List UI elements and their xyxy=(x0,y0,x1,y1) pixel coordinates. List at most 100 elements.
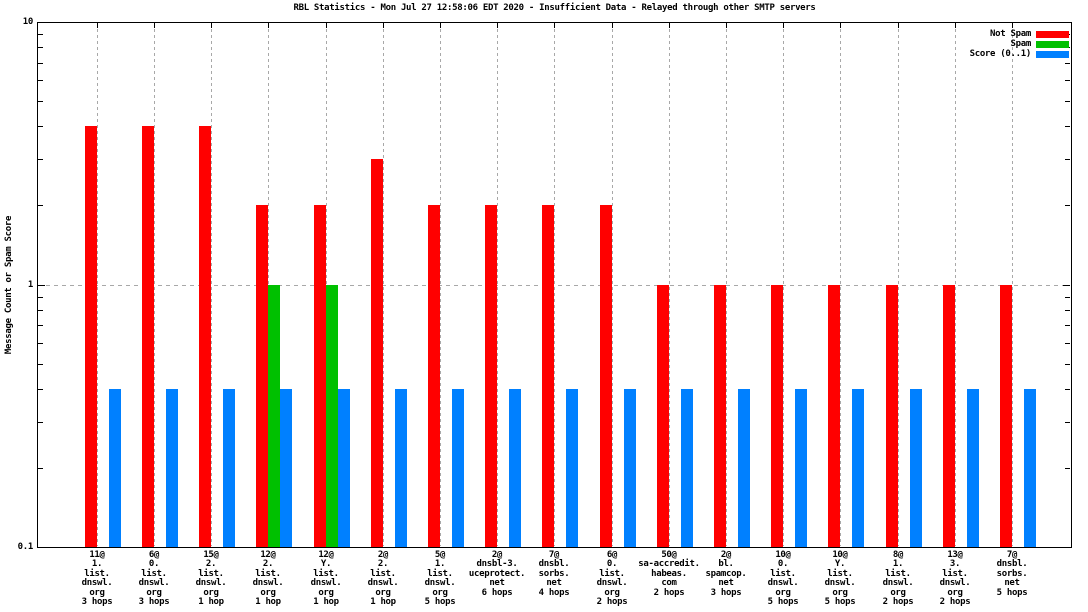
x-axis-tick xyxy=(726,23,727,28)
gridline-group-center xyxy=(440,23,441,546)
x-axis-label: 50@ sa-accredit. habeas. com 2 hops xyxy=(638,550,700,598)
y-tick-label: 0.1 xyxy=(17,542,34,552)
gridline-group-center xyxy=(211,23,212,546)
x-axis-tick xyxy=(211,23,212,28)
gridline-group-center xyxy=(898,23,899,546)
x-axis-label: 2@ bl. spamcop. net 3 hops xyxy=(705,550,747,598)
x-axis-tick xyxy=(154,23,155,28)
y-axis-major-tick xyxy=(1063,285,1070,286)
bar-score xyxy=(681,389,693,547)
gridline-group-center xyxy=(669,23,670,546)
bar-not-spam xyxy=(600,205,612,547)
y-axis-major-tick xyxy=(38,285,45,286)
bar-score xyxy=(738,389,750,547)
y-axis-minor-tick xyxy=(1065,389,1070,390)
y-axis-minor-tick xyxy=(38,343,43,344)
x-axis-tick xyxy=(669,23,670,28)
y-axis-minor-tick xyxy=(38,364,43,365)
x-axis-label: 10@ Y. list. dnswl. org 5 hops xyxy=(824,550,856,608)
bar-score xyxy=(395,389,407,547)
y-axis-minor-tick xyxy=(1065,205,1070,206)
x-axis-label: 2@ 2. list. dnswl. org 1 hop xyxy=(367,550,399,608)
bar-score xyxy=(338,389,350,547)
x-axis-label: 6@ 0. list. dnswl. org 2 hops xyxy=(596,550,628,608)
legend-item: Not Spam xyxy=(970,29,1069,39)
bar-score xyxy=(566,389,578,547)
legend-item: Spam xyxy=(970,39,1069,49)
y-axis-minor-tick xyxy=(1065,101,1070,102)
gridline-group-center xyxy=(497,23,498,546)
legend-swatch-score xyxy=(1036,50,1069,58)
bar-not-spam xyxy=(314,205,326,547)
y-axis-minor-tick xyxy=(1065,310,1070,311)
y-axis-minor-tick xyxy=(1065,47,1070,48)
y-axis-minor-tick xyxy=(38,325,43,326)
bar-score xyxy=(509,389,521,547)
x-axis-label: 7@ dnsbl. sorbs. net 4 hops xyxy=(538,550,570,598)
gridline-group-center xyxy=(268,23,269,546)
gridline-group-center xyxy=(154,23,155,546)
bar-not-spam xyxy=(85,126,97,547)
y-axis-minor-tick xyxy=(38,101,43,102)
x-axis-tick xyxy=(97,23,98,28)
gridline-group-center xyxy=(955,23,956,546)
gridline-group-center xyxy=(1012,23,1013,546)
bar-not-spam xyxy=(542,205,554,547)
y-axis-minor-tick xyxy=(38,310,43,311)
y-axis-minor-tick xyxy=(1065,364,1070,365)
x-axis-label: 12@ Y. list. dnswl. org 1 hop xyxy=(310,550,342,608)
y-axis-minor-tick xyxy=(38,389,43,390)
y-axis-minor-tick xyxy=(38,205,43,206)
y-axis-minor-tick xyxy=(1065,468,1070,469)
x-axis-tick xyxy=(612,23,613,28)
legend-label: Score (0..1) xyxy=(969,49,1032,59)
x-axis-tick xyxy=(554,23,555,28)
bar-score xyxy=(1024,389,1036,547)
bar-not-spam xyxy=(142,126,154,547)
bar-not-spam xyxy=(256,205,268,547)
y-axis-minor-tick xyxy=(38,126,43,127)
legend-label: Not Spam xyxy=(990,29,1031,39)
x-axis-label: 5@ 1. list. dnswl. org 5 hops xyxy=(424,550,456,608)
y-axis-minor-tick xyxy=(38,34,43,35)
x-axis-label: 7@ dnsbl. sorbs. net 5 hops xyxy=(996,550,1028,598)
x-axis-tick xyxy=(383,23,384,28)
gridline-group-center xyxy=(783,23,784,546)
x-axis-tick xyxy=(268,23,269,28)
legend-item: Score (0..1) xyxy=(970,49,1069,59)
y-tick-label: 10 xyxy=(22,17,34,27)
y-axis-minor-tick xyxy=(38,80,43,81)
chart-title: RBL Statistics - Mon Jul 27 12:58:06 EDT… xyxy=(293,3,816,13)
legend-swatch-not-spam xyxy=(1036,30,1069,38)
x-axis-label: 10@ 0. list. dnswl. org 5 hops xyxy=(767,550,799,608)
x-axis-label: 15@ 2. list. dnswl. org 1 hop xyxy=(195,550,227,608)
gridline-group-center xyxy=(726,23,727,546)
gridline-group-center xyxy=(554,23,555,546)
bar-not-spam xyxy=(428,205,440,547)
x-axis-label: 2@ dnsbl-3. uceprotect. net 6 hops xyxy=(468,550,526,598)
x-axis-label: 8@ 1. list. dnswl. org 2 hops xyxy=(882,550,914,608)
legend-label: Spam xyxy=(1010,39,1032,49)
y-axis-minor-tick xyxy=(38,63,43,64)
y-axis-minor-tick xyxy=(1065,325,1070,326)
gridline-group-center xyxy=(326,23,327,546)
bar-not-spam xyxy=(485,205,497,547)
bar-not-spam xyxy=(1000,285,1012,547)
bar-score xyxy=(109,389,121,547)
bar-not-spam xyxy=(199,126,211,547)
y-axis-minor-tick xyxy=(38,47,43,48)
legend: Not Spam Spam Score (0..1) xyxy=(970,29,1069,59)
y-axis-minor-tick xyxy=(1065,80,1070,81)
x-axis-tick xyxy=(840,23,841,28)
bar-score xyxy=(967,389,979,547)
bar-not-spam xyxy=(657,285,669,547)
y-axis-minor-tick xyxy=(1065,63,1070,64)
bar-not-spam xyxy=(371,159,383,547)
x-axis-label: 6@ 0. list. dnswl. org 3 hops xyxy=(138,550,170,608)
x-axis-label: 12@ 2. list. dnswl. org 1 hop xyxy=(252,550,284,608)
y-axis-minor-tick xyxy=(1065,159,1070,160)
y-axis-minor-tick xyxy=(38,159,43,160)
y-axis-minor-tick xyxy=(1065,343,1070,344)
bar-score xyxy=(624,389,636,547)
bar-not-spam xyxy=(771,285,783,547)
